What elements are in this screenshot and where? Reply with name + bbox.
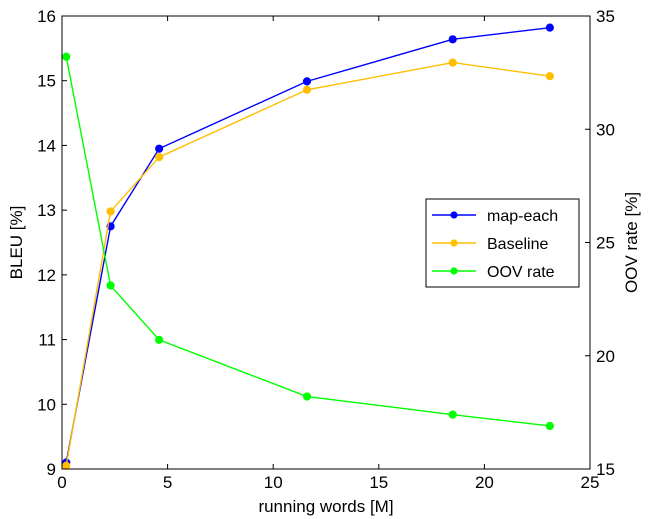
x-tick-label: 0	[57, 473, 66, 492]
y-axis-label: BLEU [%]	[7, 206, 26, 280]
data-point-map-each	[448, 35, 457, 44]
x-axis-label: running words [M]	[258, 497, 393, 516]
x-tick-label: 15	[369, 473, 388, 492]
data-point-baseline	[448, 58, 457, 67]
x-tick-label: 10	[264, 473, 283, 492]
y-tick-label: 16	[37, 7, 56, 26]
legend: map-each Baseline OOV rate	[425, 198, 580, 288]
data-point-map-each	[155, 144, 164, 153]
data-point-oov-rate	[302, 392, 312, 401]
y2-tick-label: 30	[596, 120, 615, 139]
data-point-oov-rate	[448, 410, 457, 419]
data-point-baseline	[302, 85, 312, 94]
series-line-baseline	[65, 61, 550, 466]
y-tick-label: 14	[37, 136, 56, 155]
y2-tick-label: 20	[596, 347, 615, 366]
data-point-oov-rate	[545, 421, 554, 431]
y-tick-label: 9	[47, 460, 56, 479]
y-tick-label: 11	[38, 331, 56, 350]
series-line-map-each	[65, 26, 550, 463]
data-point-baseline	[155, 152, 164, 162]
y2-tick-label: 25	[596, 234, 615, 253]
x-tick-label: 20	[475, 473, 494, 492]
data-point-baseline	[62, 461, 71, 470]
y2-axis-label: OOV rate [%]	[622, 192, 641, 293]
data-point-oov-rate	[155, 335, 164, 344]
legend-label-oov-rate: OOV rate	[487, 264, 555, 281]
legend-marker-oov-rate	[450, 267, 458, 275]
x-tick-label: 25	[581, 473, 600, 492]
legend-marker-baseline	[450, 239, 458, 247]
data-point-map-each	[302, 77, 312, 86]
y-tick-label: 12	[37, 266, 56, 285]
series-line-oov-rate	[65, 56, 550, 427]
y2-tick-label: 35	[596, 7, 615, 26]
y-tick-label: 10	[37, 395, 56, 414]
legend-label-map-each: map-each	[487, 208, 558, 225]
data-point-baseline	[106, 207, 115, 216]
legend-label-baseline: Baseline	[487, 236, 548, 253]
data-point-oov-rate	[106, 281, 115, 290]
data-point-oov-rate	[62, 52, 71, 61]
data-point-baseline	[545, 72, 554, 81]
y2-tick-label: 15	[596, 460, 615, 479]
legend-marker-map-each	[450, 211, 458, 219]
y-tick-label: 13	[37, 201, 56, 220]
data-point-map-each	[545, 23, 554, 32]
x-tick-label: 5	[163, 473, 172, 492]
ticks-layer: 0 5 10 15 20 25 9 10 11 12 13 14 15 16 15 20 25 30 35	[37, 7, 615, 492]
y-tick-label: 15	[37, 72, 56, 91]
